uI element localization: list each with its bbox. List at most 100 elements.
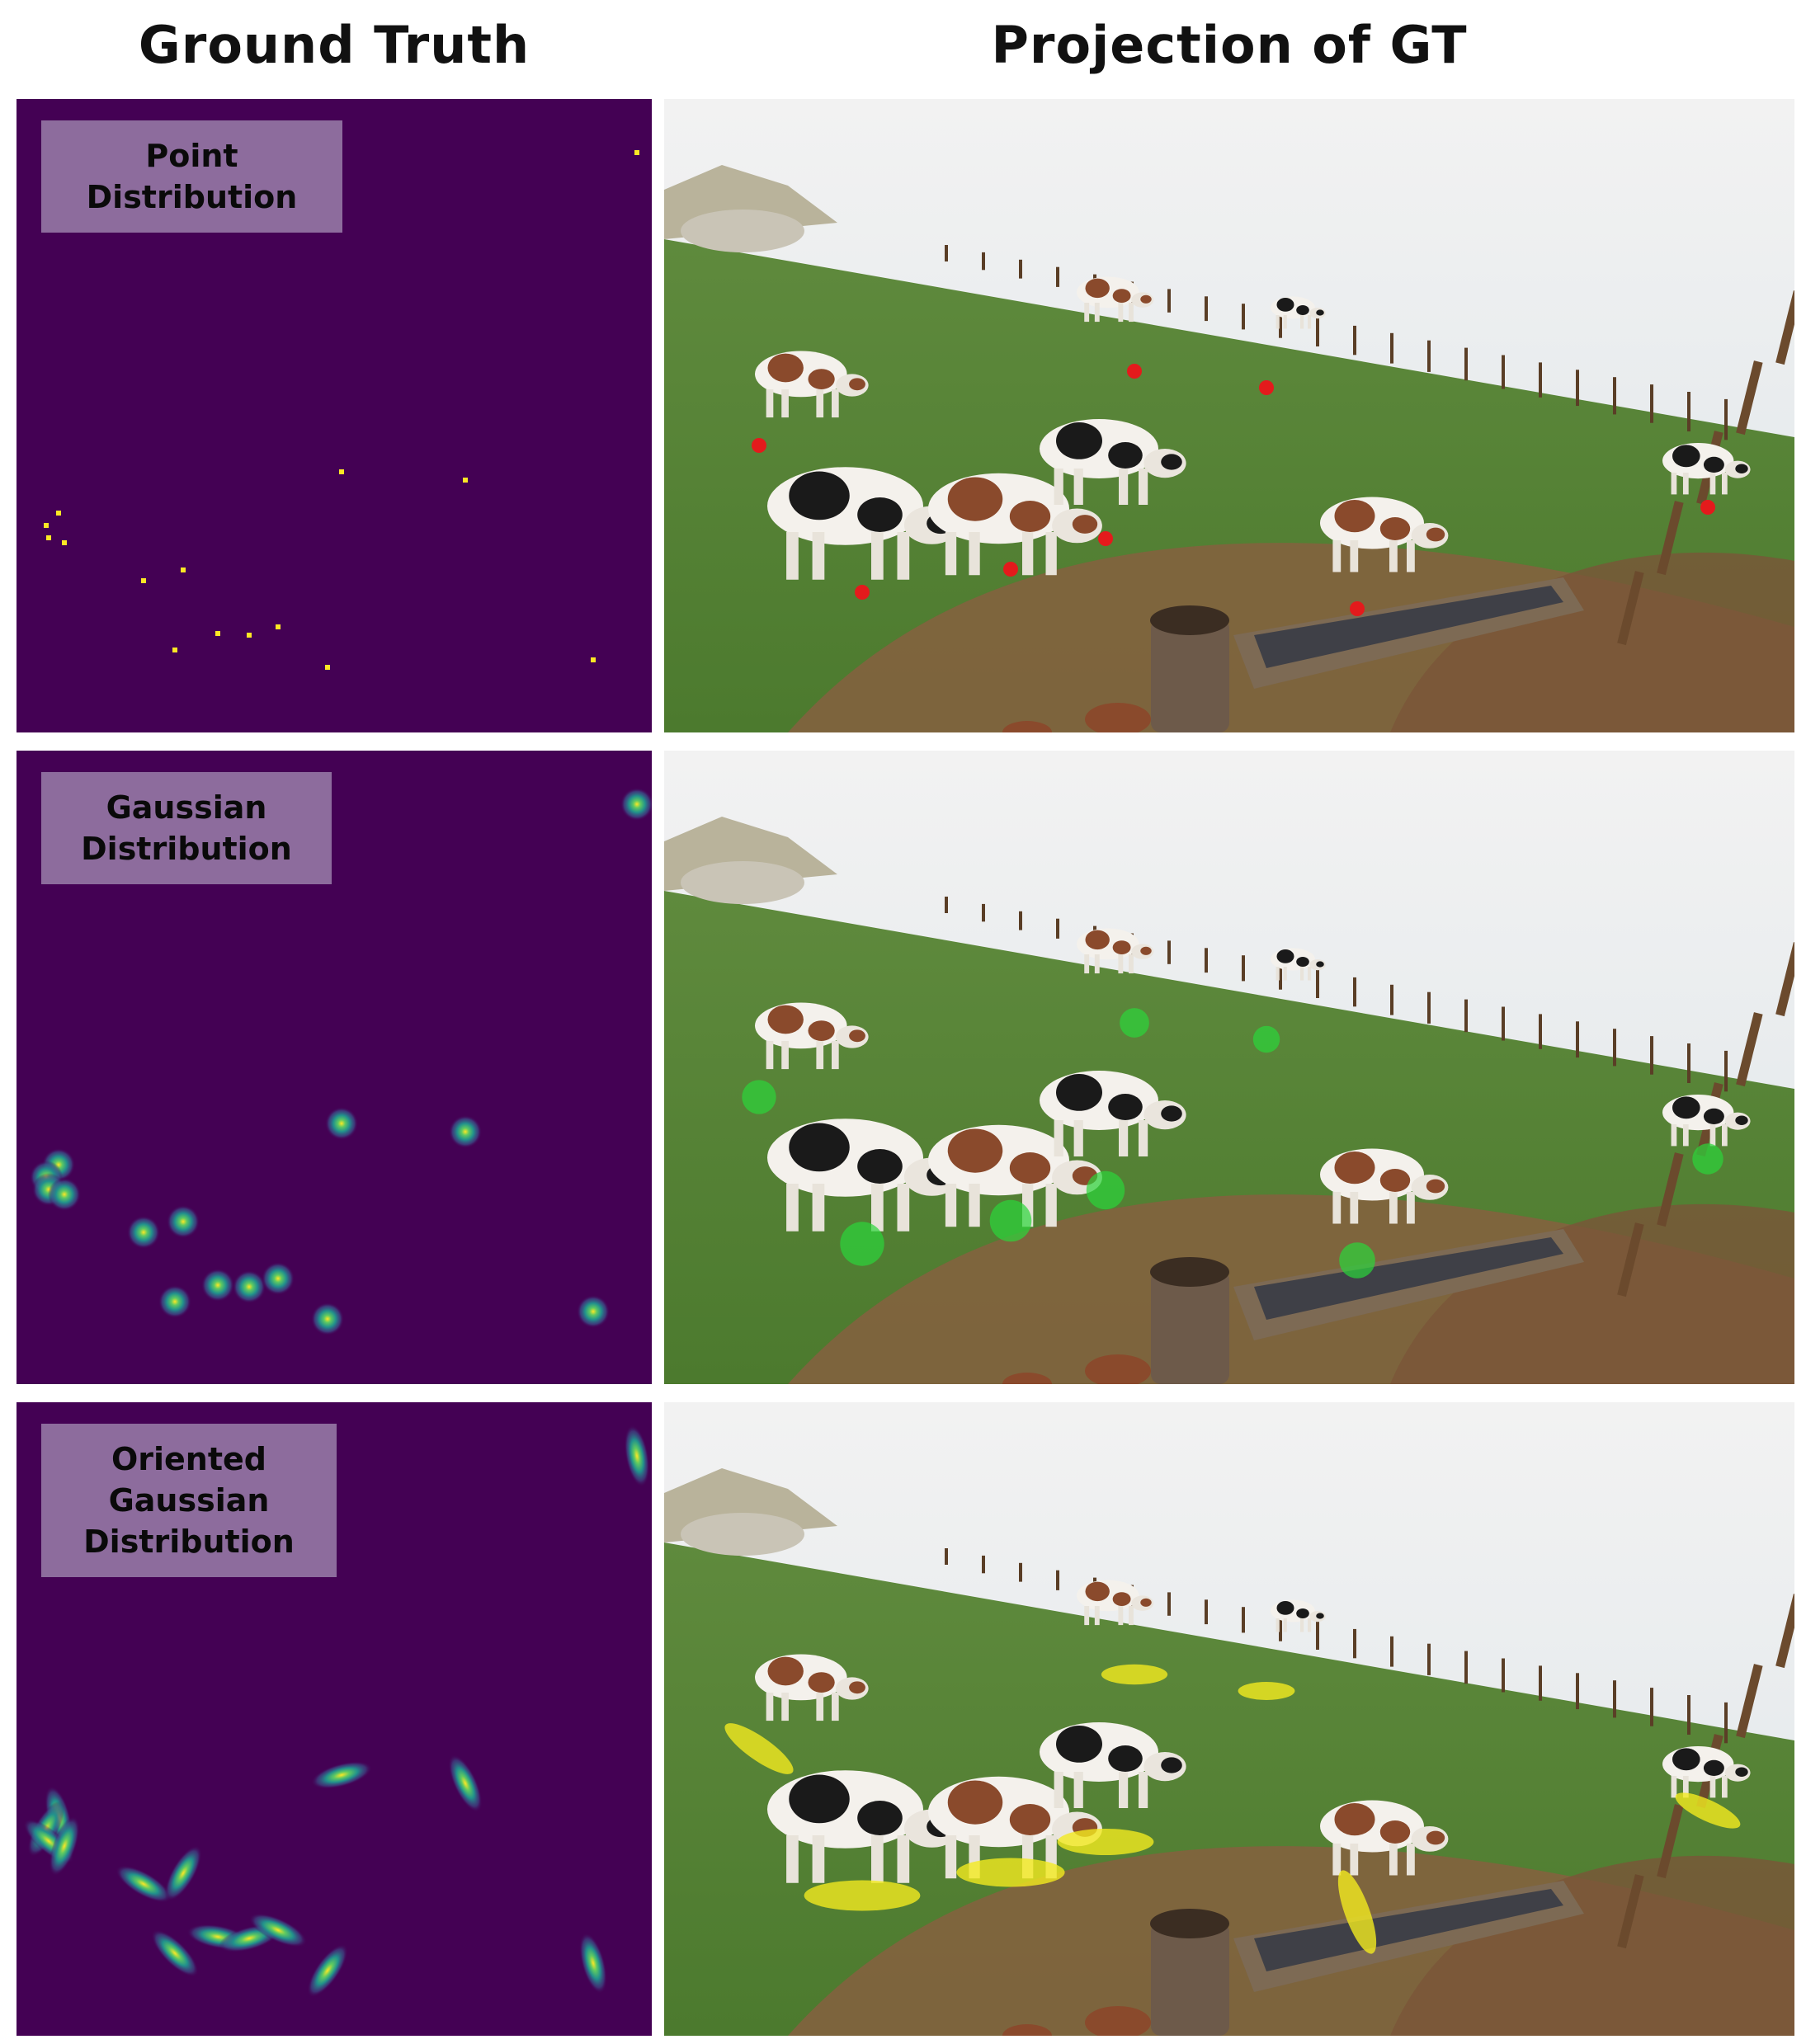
fence-post	[1242, 304, 1245, 330]
gaussian-blob	[233, 1270, 266, 1303]
fence-post	[1390, 984, 1393, 1015]
cow	[1271, 948, 1326, 981]
trough-water	[1254, 586, 1563, 668]
fence-post	[1316, 318, 1319, 346]
oriented-gaussian-blob	[49, 1816, 80, 1877]
fence-post	[1736, 1664, 1763, 1739]
cow	[928, 473, 1102, 576]
fence-post	[1427, 1643, 1431, 1675]
fence-post	[1775, 1594, 1794, 1669]
fence-post	[1724, 1702, 1728, 1744]
gaussian-projection-scene	[664, 751, 1794, 1384]
pasture-scene-gaussian	[664, 751, 1794, 1384]
head-point	[463, 478, 468, 483]
fence-post	[1353, 325, 1356, 356]
fence-post	[1724, 1050, 1728, 1092]
pasture-scene-points	[664, 99, 1794, 732]
fence-post	[1316, 1622, 1319, 1650]
fence-post	[1736, 360, 1763, 436]
cow	[1662, 1746, 1751, 1798]
oriented-gaussian-density-canvas	[23, 1425, 650, 1998]
gaussian-marker	[1120, 1008, 1149, 1038]
head-point	[172, 648, 177, 652]
oriented-gaussian-blob	[151, 1929, 199, 1977]
cow	[1077, 276, 1154, 323]
pot	[1002, 1373, 1052, 1384]
barrel-top	[1150, 1257, 1229, 1287]
fence-post	[1353, 1628, 1356, 1659]
cow	[1271, 1599, 1326, 1632]
head-point-marker	[855, 585, 870, 600]
oriented-gaussian-marker	[1057, 1829, 1154, 1855]
head-point-marker	[1003, 562, 1018, 577]
fence-post	[945, 1548, 948, 1565]
pot	[1002, 2024, 1052, 2036]
label-line: Distribution	[81, 831, 292, 867]
gaussian-density-map: Gaussian Distribution	[17, 751, 652, 1384]
fence-post	[1617, 571, 1644, 646]
fence-post	[1464, 999, 1468, 1033]
barrel-top	[1150, 605, 1229, 635]
fence-post	[1613, 1680, 1616, 1718]
head-point	[141, 578, 146, 583]
fence-post	[1724, 398, 1728, 440]
label-line: Gaussian	[108, 1482, 270, 1519]
oriented-gaussian-blob	[448, 1754, 483, 1812]
oriented-gaussian-density-map: Oriented Gaussian Distribution	[17, 1402, 652, 2036]
cow	[1040, 1071, 1186, 1156]
point-projection-scene	[664, 99, 1794, 732]
pot	[1002, 721, 1052, 732]
fence-post	[1390, 1636, 1393, 1667]
gaussian-marker	[1252, 1025, 1280, 1053]
fence-post	[1205, 296, 1208, 322]
fence-post	[1242, 1607, 1245, 1633]
cow	[1040, 419, 1186, 505]
cow	[755, 1654, 869, 1721]
oriented-gaussian-blob	[116, 1865, 172, 1903]
fence-post	[1427, 991, 1431, 1024]
fence-post	[982, 252, 985, 271]
cow	[767, 1770, 960, 1883]
head-point	[325, 665, 330, 670]
cow	[767, 1119, 960, 1232]
fence-post	[1617, 1222, 1644, 1298]
fence-post	[1576, 1021, 1579, 1058]
point-density-canvas	[44, 150, 639, 670]
fence-post	[1316, 970, 1319, 998]
fence-post	[1464, 1651, 1468, 1684]
cow	[755, 1002, 869, 1070]
label-line: Distribution	[83, 1524, 295, 1560]
oriented-gaussian-marker	[804, 1880, 921, 1911]
cow	[1077, 1580, 1154, 1626]
fence-post	[1019, 259, 1022, 279]
gaussian-marker	[1339, 1242, 1375, 1279]
label-line: Gaussian	[106, 789, 267, 826]
cow	[928, 1124, 1102, 1227]
fence-post	[1687, 1695, 1690, 1735]
head-point-marker	[1700, 500, 1715, 515]
fence-post	[1205, 1599, 1208, 1625]
oriented-gaussian-marker	[956, 1858, 1065, 1887]
cow	[1320, 497, 1449, 572]
oriented-gaussian-distribution-label: Oriented Gaussian Distribution	[41, 1424, 337, 1577]
projection-title: Projection of GT	[991, 15, 1468, 75]
fence-post	[1576, 1673, 1579, 1710]
gaussian-marker	[1086, 1170, 1125, 1210]
label-line: Distribution	[86, 179, 298, 215]
dirt-patch	[1390, 552, 1794, 732]
pot	[1085, 703, 1151, 732]
pot	[1085, 1354, 1151, 1384]
fence-post	[1167, 940, 1171, 964]
fence-post	[1056, 918, 1059, 939]
gaussian-blob	[167, 1205, 200, 1238]
head-point-marker	[752, 438, 766, 453]
gaussian-marker	[742, 1080, 776, 1114]
oriented-gaussian-marker	[1337, 1870, 1377, 1954]
label-line: Oriented	[111, 1441, 267, 1477]
label-line: Point	[145, 138, 238, 174]
cow	[1320, 1800, 1449, 1876]
gaussian-blob	[48, 1178, 81, 1211]
oriented-gaussian-marker	[724, 1723, 794, 1774]
oriented-gaussian-projection-scene	[664, 1402, 1794, 2036]
barrel	[1151, 619, 1229, 732]
